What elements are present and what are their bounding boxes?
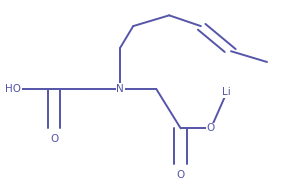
Text: HO: HO — [5, 84, 21, 94]
Text: N: N — [116, 84, 124, 94]
Text: O: O — [177, 170, 185, 180]
Text: O: O — [207, 123, 215, 133]
Text: O: O — [50, 134, 58, 144]
Text: Li: Li — [222, 88, 231, 97]
